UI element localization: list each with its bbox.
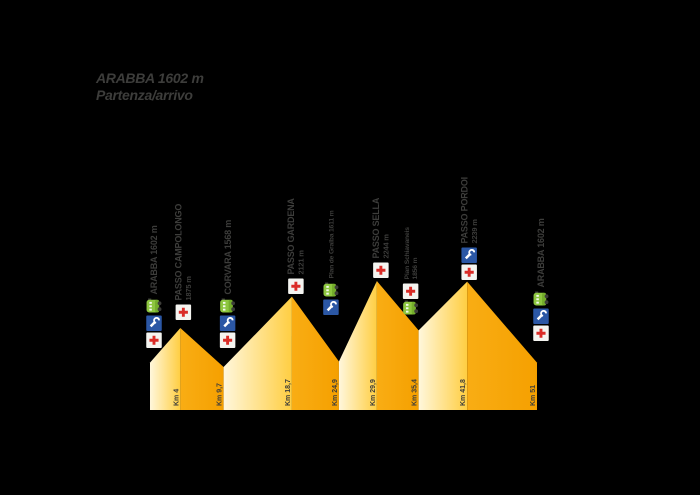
refreshment-vehicle-icon (403, 300, 419, 315)
waypoint-elevation-label: 1856 m (412, 257, 419, 279)
km-distance-label: Km 29,9 (370, 379, 377, 406)
descent-segment (291, 296, 339, 410)
wrench-icon (146, 315, 162, 331)
medical-cross-icon (373, 262, 389, 278)
waypoint-name-label: PASSO SELLA (371, 197, 381, 258)
refreshment-vehicle-icon (323, 282, 339, 297)
medical-cross-icon (461, 264, 477, 280)
km-distance-label: Km 4 (173, 389, 180, 406)
descent-segment (467, 281, 537, 410)
medical-cross-icon (146, 332, 162, 348)
waypoint-elevation-label: 1875 m (184, 276, 193, 301)
medical-cross-icon (288, 278, 304, 294)
km-distance-label: Km 9,7 (217, 383, 224, 406)
refreshment-vehicle-icon (220, 298, 236, 313)
wrench-icon (533, 308, 549, 324)
km-distance-label: Km 24,9 (332, 379, 339, 406)
climb-segment (338, 281, 377, 410)
waypoint-name-label: PASSO GARDENA (286, 198, 296, 275)
medical-cross-icon (175, 304, 192, 320)
waypoint-name-label: ARABBA 1602 m (536, 218, 546, 287)
km-distance-label: Km 18,7 (285, 379, 292, 406)
waypoint-elevation-label: 2244 m (382, 234, 391, 259)
waypoint-name-label: Plan de Gralba 1611 m (328, 210, 335, 278)
wrench-icon (461, 247, 477, 263)
climb-segment (418, 281, 468, 410)
waypoint-name-label: PASSO PORDOI (459, 177, 469, 243)
wrench-icon (323, 299, 339, 315)
waypoint-name-label: PASSO CAMPOLONGO (174, 204, 184, 301)
chart-title-block: ARABBA 1602 m Partenza/arrivo (96, 70, 204, 104)
waypoint-name-label: CORVARA 1568 m (223, 220, 233, 295)
km-distance-label: Km 41,8 (460, 379, 467, 406)
waypoint-elevation-label: 2239 m (470, 219, 479, 244)
km-distance-label: Km 35,4 (412, 379, 419, 406)
medical-cross-icon (533, 325, 549, 341)
medical-cross-icon (219, 332, 236, 348)
climb-segment (223, 296, 292, 410)
descent-segment (376, 281, 419, 410)
waypoint-name-label: Pian Schiavaneis (404, 227, 411, 280)
refreshment-vehicle-icon (533, 291, 549, 306)
wrench-icon (219, 315, 236, 331)
medical-cross-icon (402, 283, 419, 299)
km-distance-label: Km 51 (530, 385, 537, 406)
waypoint-name-label: ARABBA 1602 m (149, 225, 159, 294)
descent-segment (180, 327, 224, 410)
climb-segment (150, 327, 181, 410)
waypoint-elevation-label: 2121 m (297, 250, 306, 275)
start-finish-subtitle: Partenza/arrivo (96, 87, 193, 103)
refreshment-vehicle-icon (146, 298, 162, 313)
start-location-title: ARABBA 1602 m (96, 70, 204, 86)
